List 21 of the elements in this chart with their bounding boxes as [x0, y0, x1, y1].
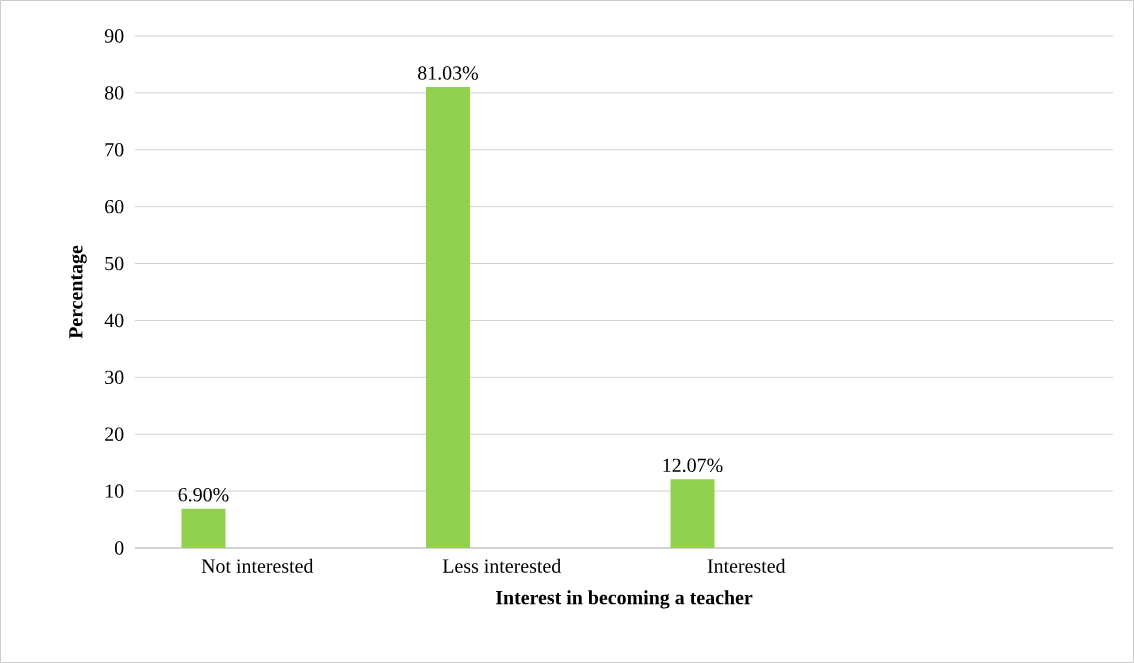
x-tick-label: Interested	[707, 558, 786, 573]
y-tick-label: 80	[105, 86, 124, 100]
bar	[181, 508, 226, 548]
x-tick-label: Less interested	[442, 558, 562, 573]
bar	[670, 479, 715, 548]
y-tick-label: 20	[105, 427, 124, 441]
y-tick-label: 70	[105, 143, 124, 157]
y-tick-label: 60	[105, 199, 124, 214]
data-label: 81.03%	[418, 66, 479, 80]
y-tick-label: 10	[105, 484, 124, 498]
y-tick-label: 50	[105, 256, 124, 271]
y-tick-label: 40	[104, 313, 124, 328]
y-tick-label: 30	[105, 370, 124, 385]
y-axis-title: Percentage	[69, 245, 87, 339]
y-tick-label: 0	[114, 541, 124, 555]
y-tick-label: 90	[104, 29, 124, 43]
data-label: 6.90%	[178, 488, 229, 502]
x-axis-title: Interest in becoming a teacher	[495, 590, 753, 609]
x-tick-label: Not interested	[201, 558, 314, 573]
bar	[425, 87, 470, 548]
data-label: 12.07%	[663, 458, 723, 473]
